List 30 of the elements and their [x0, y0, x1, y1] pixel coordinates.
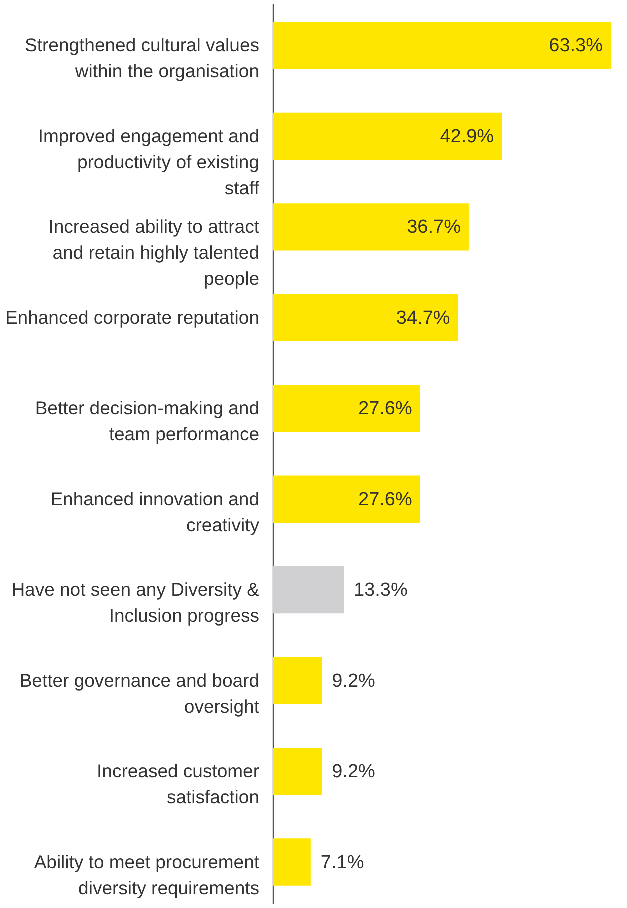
bar: [273, 204, 469, 251]
bar: [273, 112, 502, 160]
bar: [273, 385, 420, 432]
y-tick-label: Improved engagement and productivity of existing staff: [38, 125, 260, 198]
y-tick-label: Better governance and board oversight: [20, 670, 260, 717]
y-tick-label: Better decision-making and team performance: [35, 398, 260, 445]
data-label: 9.2%: [332, 762, 376, 783]
bar: [273, 838, 311, 886]
data-label: 34.7%: [396, 308, 450, 329]
y-tick-label: Enhanced corporate reputation: [5, 306, 260, 328]
data-label: 42.9%: [440, 126, 494, 148]
bar: [273, 22, 611, 70]
y-tick-label: Increased customer satisfaction: [97, 760, 260, 808]
bar: [273, 476, 420, 523]
bar: [273, 657, 322, 704]
data-label: 9.2%: [332, 670, 376, 692]
data-label: 27.6%: [358, 489, 412, 510]
data-label: 7.1%: [320, 852, 364, 874]
y-tick-label: Strengthened cultural values within the organisation: [25, 34, 260, 82]
data-label: 27.6%: [358, 398, 412, 420]
y-tick-label: Have not seen any Diversity & Inclusion progress: [12, 579, 260, 626]
y-tick-label: Enhanced innovation and creativity: [50, 488, 260, 536]
y-tick-label: Ability to meet procurement diversity requirements: [34, 851, 260, 898]
data-label: 63.3%: [549, 36, 604, 57]
data-label: 13.3%: [354, 580, 408, 602]
bar: [273, 294, 458, 342]
y-tick-label: Increased ability to attract and retain highly talented people: [48, 216, 260, 290]
bar: [273, 748, 322, 796]
bar: [273, 566, 344, 614]
data-label: 36.7%: [407, 217, 462, 238]
